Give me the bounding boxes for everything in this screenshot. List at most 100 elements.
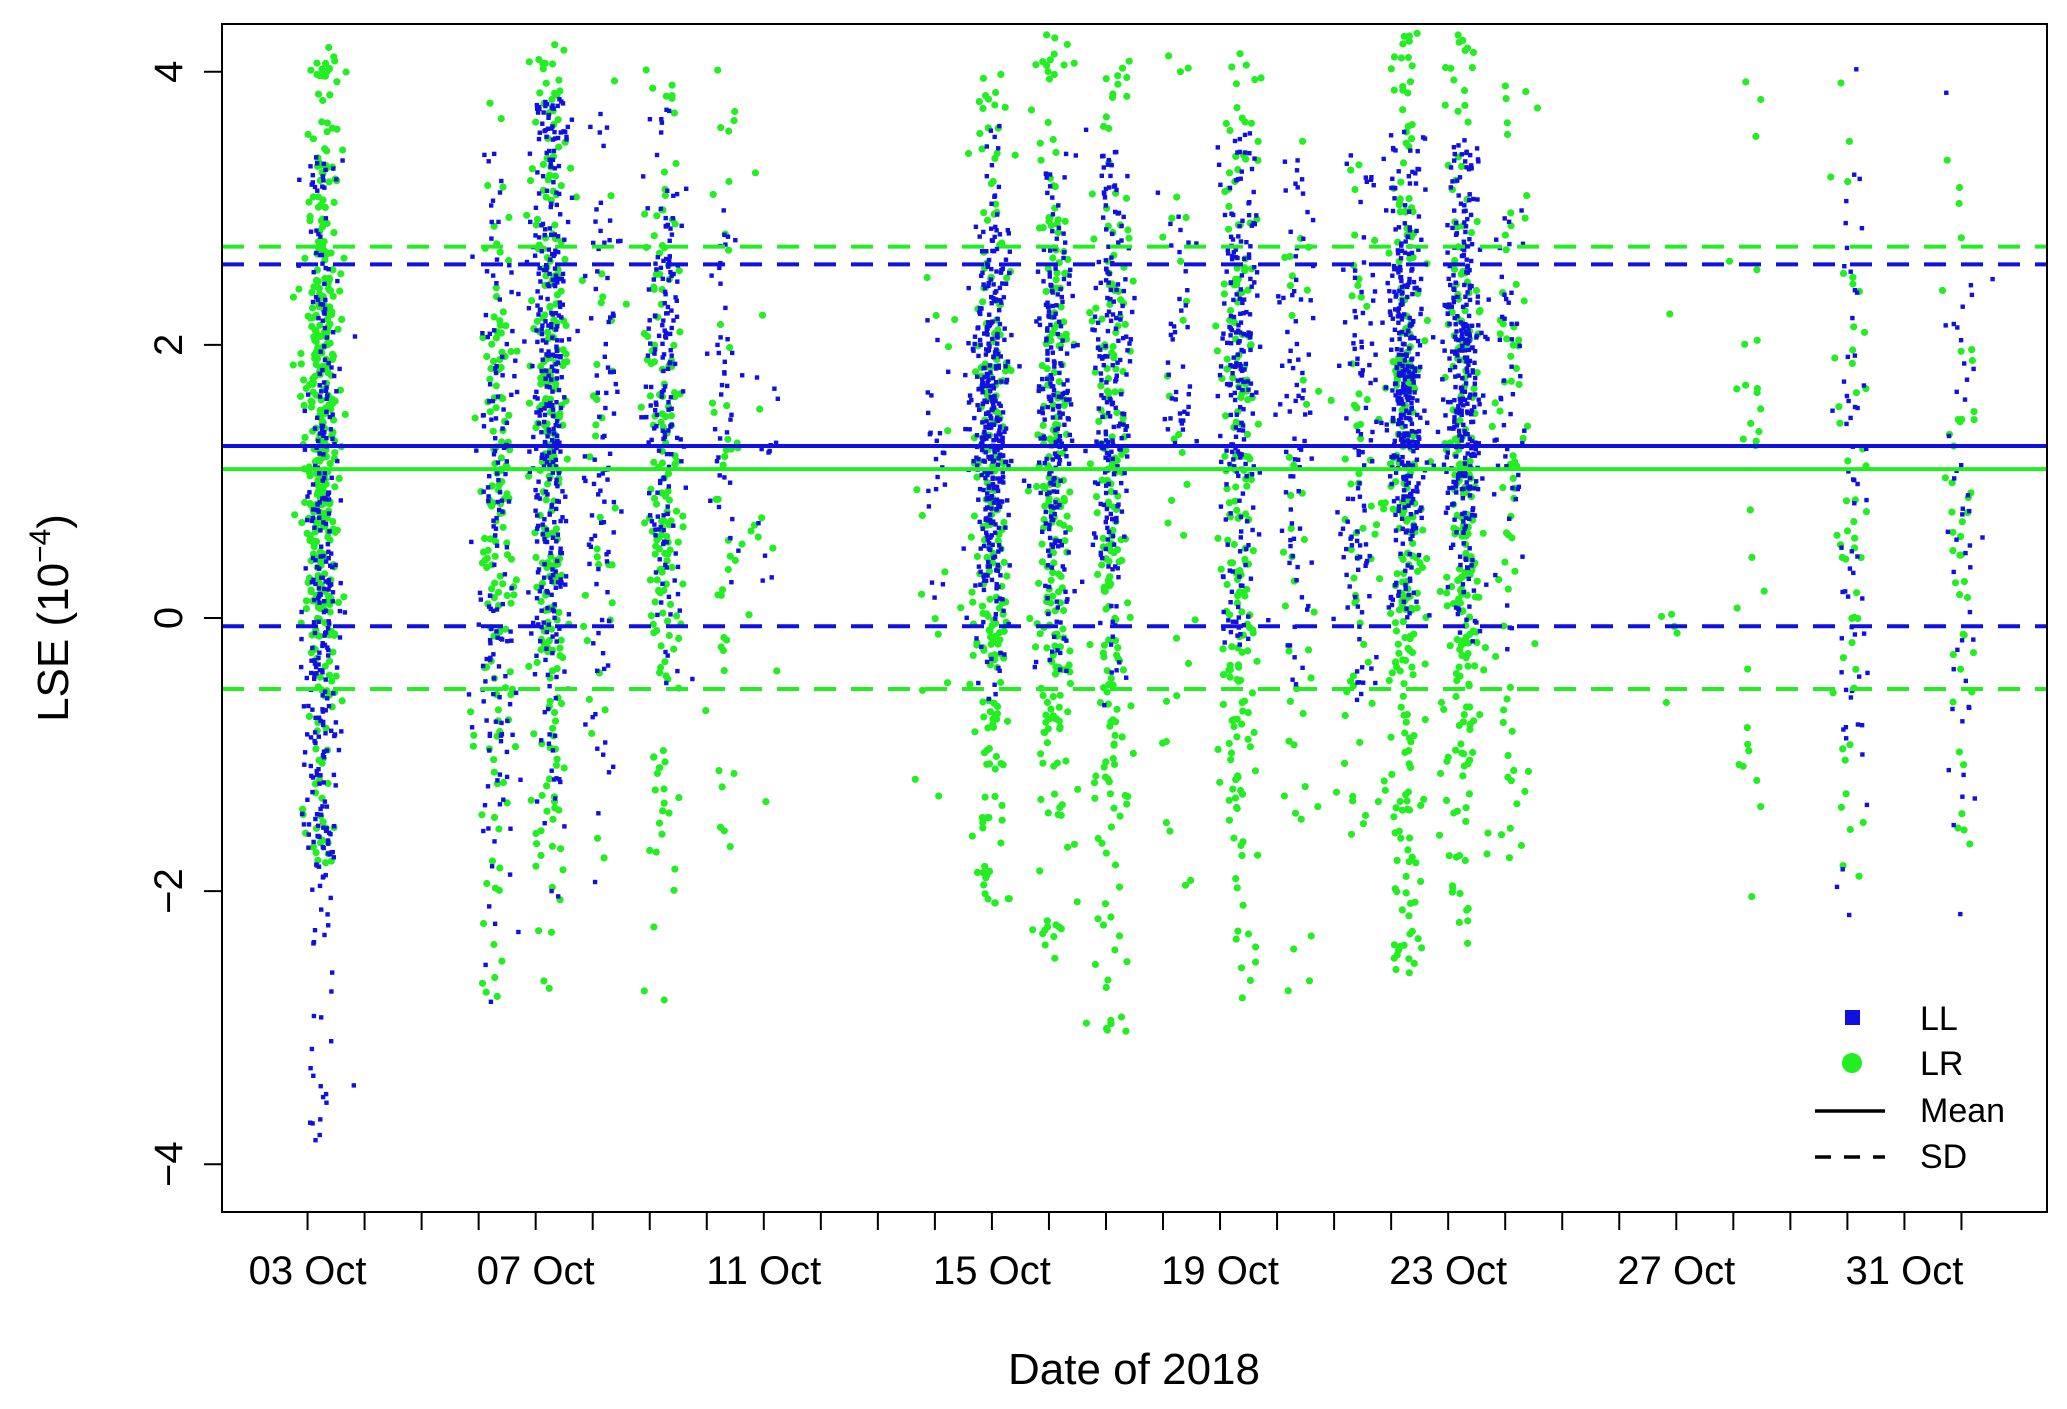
point-ll-0-220 [305, 797, 310, 802]
point-lr-10-194 [1123, 73, 1131, 82]
point-lr-17-39 [1515, 336, 1523, 344]
point-lr-2-112 [560, 46, 568, 54]
point-ll-4-86 [662, 430, 667, 435]
point-lr-8-30 [975, 98, 983, 106]
point-ll-0-133 [331, 166, 336, 171]
point-ll-9-30 [1052, 315, 1057, 320]
point-ll-2-310 [539, 455, 544, 460]
point-ll-2-138 [554, 369, 560, 374]
point-lr-7-0 [935, 792, 943, 800]
point-ll-4-19 [663, 292, 668, 297]
point-lr-0-135 [297, 360, 305, 368]
point-ll-13-14 [1293, 682, 1299, 687]
point-lr-0-247 [319, 96, 327, 105]
point-ll-0-137 [321, 874, 326, 879]
point-ll-8-338 [992, 297, 997, 302]
point-ll-8-366 [982, 398, 987, 403]
point-ll-2-12 [535, 523, 541, 529]
point-ll-12-120 [1239, 347, 1244, 353]
point-lr-13-35 [1281, 253, 1289, 261]
point-ll-3-86 [591, 481, 597, 487]
point-ll-10-111 [1104, 400, 1110, 405]
point-ll-2-38 [554, 433, 560, 438]
point-lr-1-93 [506, 668, 514, 676]
point-lr-9-48 [1062, 757, 1070, 765]
point-ll-2-183 [544, 646, 549, 651]
point-ll-3-34 [583, 273, 588, 279]
point-lr-14-9 [1372, 521, 1381, 529]
point-ll-10-37 [1123, 277, 1128, 282]
point-ll-1-124 [491, 652, 496, 657]
point-lr-14-11 [1350, 574, 1358, 582]
point-ll-2-18 [551, 449, 557, 454]
point-lr-1-108 [502, 322, 510, 330]
point-ll-13-51 [1288, 474, 1293, 479]
point-ll-0-175 [325, 912, 330, 917]
point-ll-10-166 [1109, 163, 1114, 168]
point-lr-15-132 [1404, 846, 1412, 854]
point-lr-20-19 [1848, 639, 1856, 647]
point-lr-18-3 [1666, 310, 1674, 318]
point-ll-2-100 [546, 450, 552, 455]
point-ll-3-76 [596, 811, 601, 816]
point-ll-10-78 [1099, 377, 1104, 383]
point-lr-10-72 [1107, 823, 1115, 831]
point-lr-12-10 [1247, 119, 1255, 127]
point-ll-3-62 [616, 239, 621, 244]
point-ll-0-100 [314, 772, 320, 778]
point-ll-7-12 [934, 438, 939, 443]
point-ll-1-98 [492, 839, 497, 844]
point-lr-10-81 [1086, 309, 1094, 317]
point-lr-8-73 [979, 74, 988, 82]
point-ll-10-88 [1105, 537, 1111, 542]
point-lr-12-69 [1234, 927, 1242, 935]
point-lr-17-1 [1503, 335, 1511, 343]
point-lr-13-11 [1288, 311, 1296, 320]
point-ll-9-206 [1053, 500, 1058, 505]
point-lr-12-92 [1228, 643, 1236, 651]
point-ll-6-2 [772, 386, 777, 391]
point-ll-11-34 [1172, 440, 1178, 446]
point-ll-1-94 [488, 655, 493, 660]
point-ll-9-191 [1047, 657, 1052, 663]
point-ll-8-270 [1006, 512, 1011, 518]
point-ll-8-221 [977, 234, 982, 239]
point-ll-8-268 [981, 229, 986, 235]
point-ll-0-266 [313, 816, 318, 822]
point-ll-10-28 [1108, 318, 1114, 323]
point-ll-0-90 [326, 360, 331, 366]
point-lr-0-394 [300, 376, 308, 384]
point-lr-12-14 [1233, 506, 1241, 514]
point-ll-12-112 [1237, 642, 1242, 647]
point-ll-9-128 [1043, 509, 1048, 515]
point-ll-9-127 [1058, 650, 1063, 656]
point-ll-10-139 [1118, 317, 1123, 322]
point-lr-15-96 [1419, 526, 1427, 534]
point-lr-17-57 [1503, 695, 1511, 703]
point-lr-16-209 [1456, 889, 1464, 898]
point-ll-12-122 [1240, 300, 1245, 306]
point-ll-8-107 [989, 656, 994, 662]
point-ll-0-232 [330, 590, 336, 595]
point-ll-3-87 [587, 561, 592, 567]
point-ll-8-327 [993, 616, 998, 621]
point-lr-12-98 [1238, 994, 1246, 1002]
point-lr-1-90 [494, 706, 502, 714]
point-ll-4-64 [641, 174, 646, 179]
point-lr-0-106 [328, 677, 336, 685]
point-ll-8-305 [996, 401, 1002, 406]
point-ll-4-65 [672, 361, 678, 367]
point-lr-2-137 [555, 608, 563, 617]
point-lr-20-6 [1836, 419, 1844, 427]
point-ll-12-182 [1249, 472, 1255, 477]
point-ll-11-15 [1178, 227, 1183, 233]
point-lr-8-99 [969, 651, 977, 660]
point-ll-9-106 [1057, 502, 1062, 508]
point-ll-9-89 [1058, 415, 1063, 420]
point-ll-1-90 [489, 864, 495, 869]
point-ll-4-159 [664, 107, 669, 112]
point-ll-0-228 [324, 1100, 329, 1105]
point-ll-8-86 [1002, 652, 1007, 657]
point-lr-9-206 [1057, 572, 1065, 581]
point-ll-8-209 [994, 289, 999, 294]
